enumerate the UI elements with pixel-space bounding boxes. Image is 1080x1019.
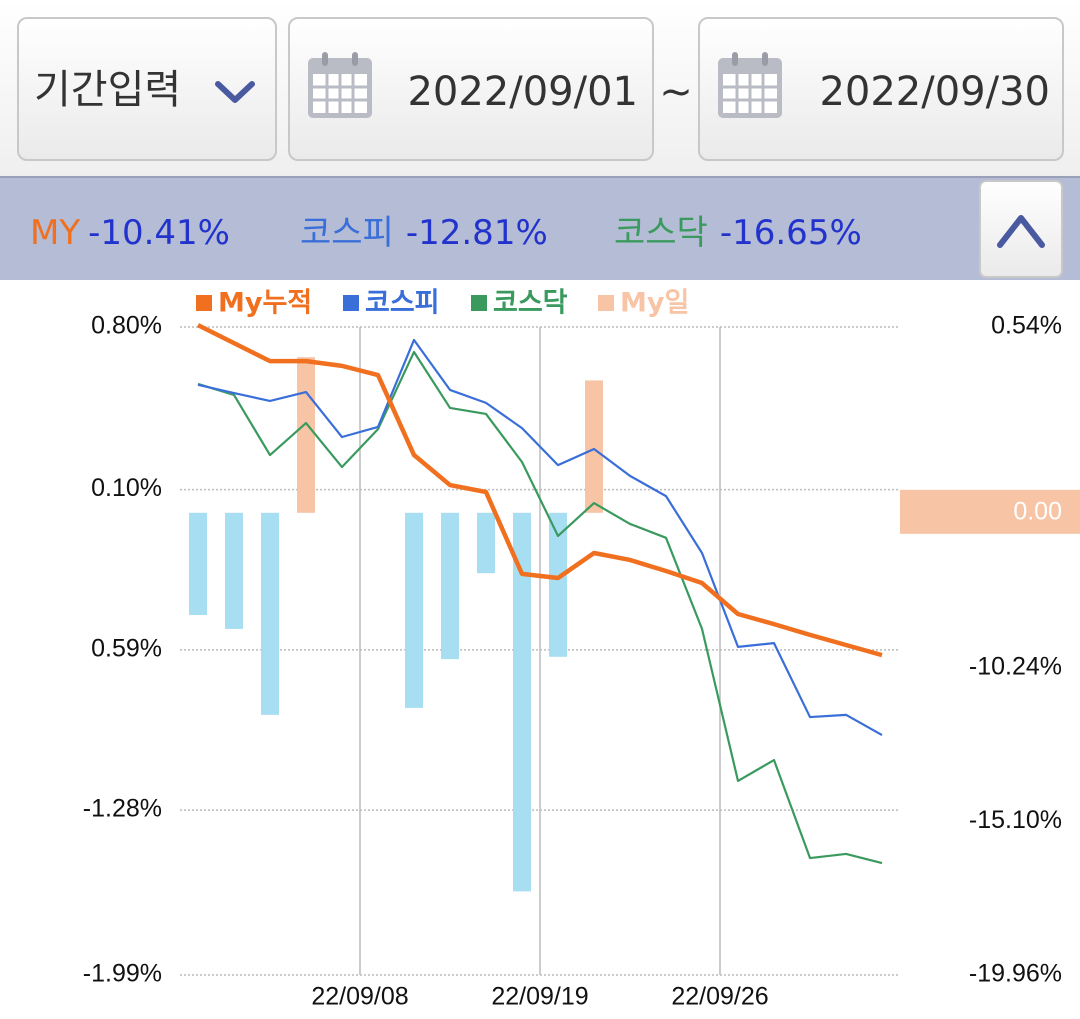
x-tick-label: 22/09/19 — [491, 983, 588, 1011]
period-select[interactable]: 기간입력 — [17, 17, 277, 161]
bar — [477, 512, 495, 574]
legend-swatch — [598, 295, 614, 311]
summary-kosdaq: 코스닥 -16.65% — [614, 213, 862, 253]
crosshair-label: 0.00 — [1013, 497, 1062, 525]
summary-value: -10.41% — [88, 213, 230, 253]
bar — [585, 380, 603, 513]
y-tick-label: -1.28% — [83, 795, 162, 823]
date-separator: ~ — [659, 69, 693, 115]
legend-swatch — [196, 295, 212, 311]
period-label: 기간입력 — [34, 67, 181, 113]
summary-value: -12.81% — [406, 213, 548, 253]
y2-tick-label: 0.54% — [991, 312, 1062, 340]
y2-tick-label: -10.24% — [969, 652, 1062, 680]
y-tick-label: -1.99% — [83, 960, 162, 988]
summary-name: 코스피 — [300, 213, 394, 253]
legend-swatch — [471, 295, 487, 311]
summary-bar — [0, 176, 1080, 280]
legend-label: 코스피 — [365, 288, 440, 319]
line — [196, 323, 883, 658]
y-tick-label: 0.59% — [91, 634, 162, 662]
legend-label: 코스닥 — [493, 288, 568, 319]
end-date: 2022/09/30 — [819, 69, 1050, 115]
bar — [189, 512, 207, 615]
summary-name: MY — [30, 213, 80, 253]
bar — [261, 512, 279, 715]
bar — [441, 512, 459, 660]
bar — [405, 512, 423, 708]
summary-kospi: 코스피 -12.81% — [300, 213, 548, 253]
summary-my: MY -10.41% — [30, 213, 230, 253]
end-date-button[interactable]: 2022/09/30 — [698, 17, 1064, 161]
line — [197, 338, 883, 737]
y2-tick-label: -19.96% — [969, 960, 1062, 988]
chart: 0.80% 0.10% 0.59% -1.28% -1.99% 22/09/08 22/09… — [83, 288, 1080, 1011]
summary-name: 코스닥 — [614, 213, 708, 253]
y-tick-label: 0.10% — [91, 474, 162, 502]
start-date: 2022/09/01 — [407, 69, 638, 115]
bar — [297, 357, 315, 513]
line — [197, 350, 883, 865]
bar — [225, 512, 243, 629]
legend-swatch — [343, 295, 359, 311]
start-date-button[interactable]: 2022/09/01 — [288, 17, 654, 161]
y2-tick-label: -15.10% — [969, 806, 1062, 834]
bar — [513, 512, 531, 892]
x-tick-label: 22/09/08 — [311, 983, 408, 1011]
crosshair-badge — [900, 489, 1080, 534]
x-tick-label: 22/09/26 — [671, 983, 768, 1011]
legend-label: My일 — [620, 288, 689, 319]
bar — [549, 512, 567, 657]
legend-label: My누적 — [218, 288, 312, 319]
y-tick-label: 0.80% — [91, 312, 162, 340]
summary-value: -16.65% — [720, 213, 862, 253]
collapse-button[interactable] — [979, 180, 1063, 278]
